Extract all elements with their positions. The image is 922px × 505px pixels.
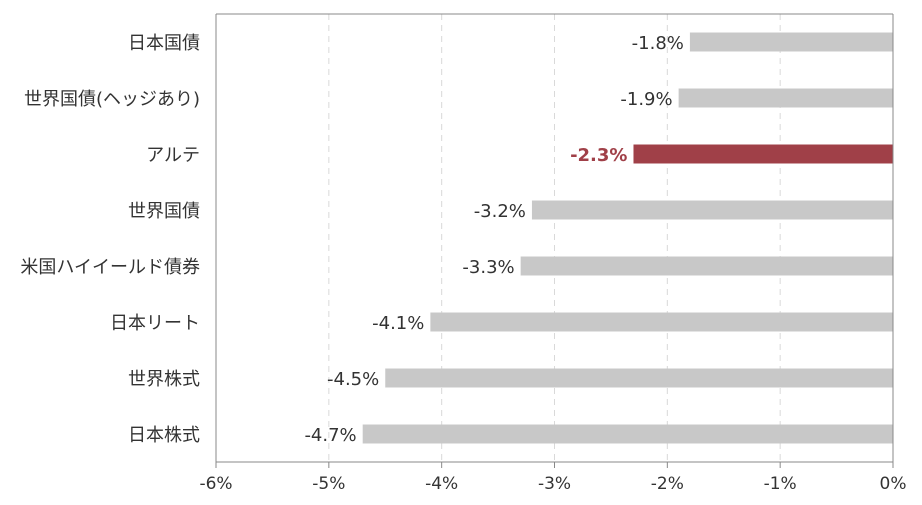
data-label: -4.7% [304, 425, 356, 446]
data-label: -3.2% [474, 201, 526, 222]
bar [362, 424, 893, 444]
bar-highlight [633, 144, 893, 164]
x-tick-label: -4% [425, 474, 458, 494]
category-label: 米国ハイイールド債券 [20, 257, 200, 278]
data-label: -3.3% [462, 257, 514, 278]
axis-layer: -6% -5% -4% -3% -2% -1% 0% [199, 13, 907, 494]
category-label: 日本国債 [128, 33, 200, 54]
bar-layer [362, 32, 893, 444]
data-label: -1.8% [632, 33, 684, 54]
x-tick-label: -2% [651, 474, 684, 494]
category-label: 日本リート [110, 313, 200, 334]
data-label: -1.9% [620, 89, 672, 110]
x-tick-label: -5% [312, 474, 345, 494]
label-layer: 日本国債 -1.8% 世界国債(ヘッジあり) -1.9% アルテ -2.3% 世界国債 -3.… [20, 33, 684, 446]
category-label: 世界国債 [128, 201, 200, 222]
bar [531, 200, 893, 220]
data-label: -4.5% [327, 369, 379, 390]
x-tick-label: -6% [199, 474, 232, 494]
category-label: 世界国債(ヘッジあり) [24, 89, 200, 110]
x-tick-label: -3% [538, 474, 571, 494]
category-label: 日本株式 [128, 425, 200, 446]
bar [520, 256, 893, 276]
grid-layer [328, 14, 781, 462]
bar [678, 88, 893, 108]
bar [385, 368, 893, 388]
category-label: 世界株式 [128, 369, 200, 390]
x-tick-label: -1% [764, 474, 797, 494]
bar [689, 32, 893, 52]
data-label: -4.1% [372, 313, 424, 334]
x-tick-label: 0% [880, 474, 907, 494]
bar [430, 312, 893, 332]
data-label-highlight: -2.3% [570, 145, 627, 166]
category-label: アルテ [146, 145, 200, 166]
